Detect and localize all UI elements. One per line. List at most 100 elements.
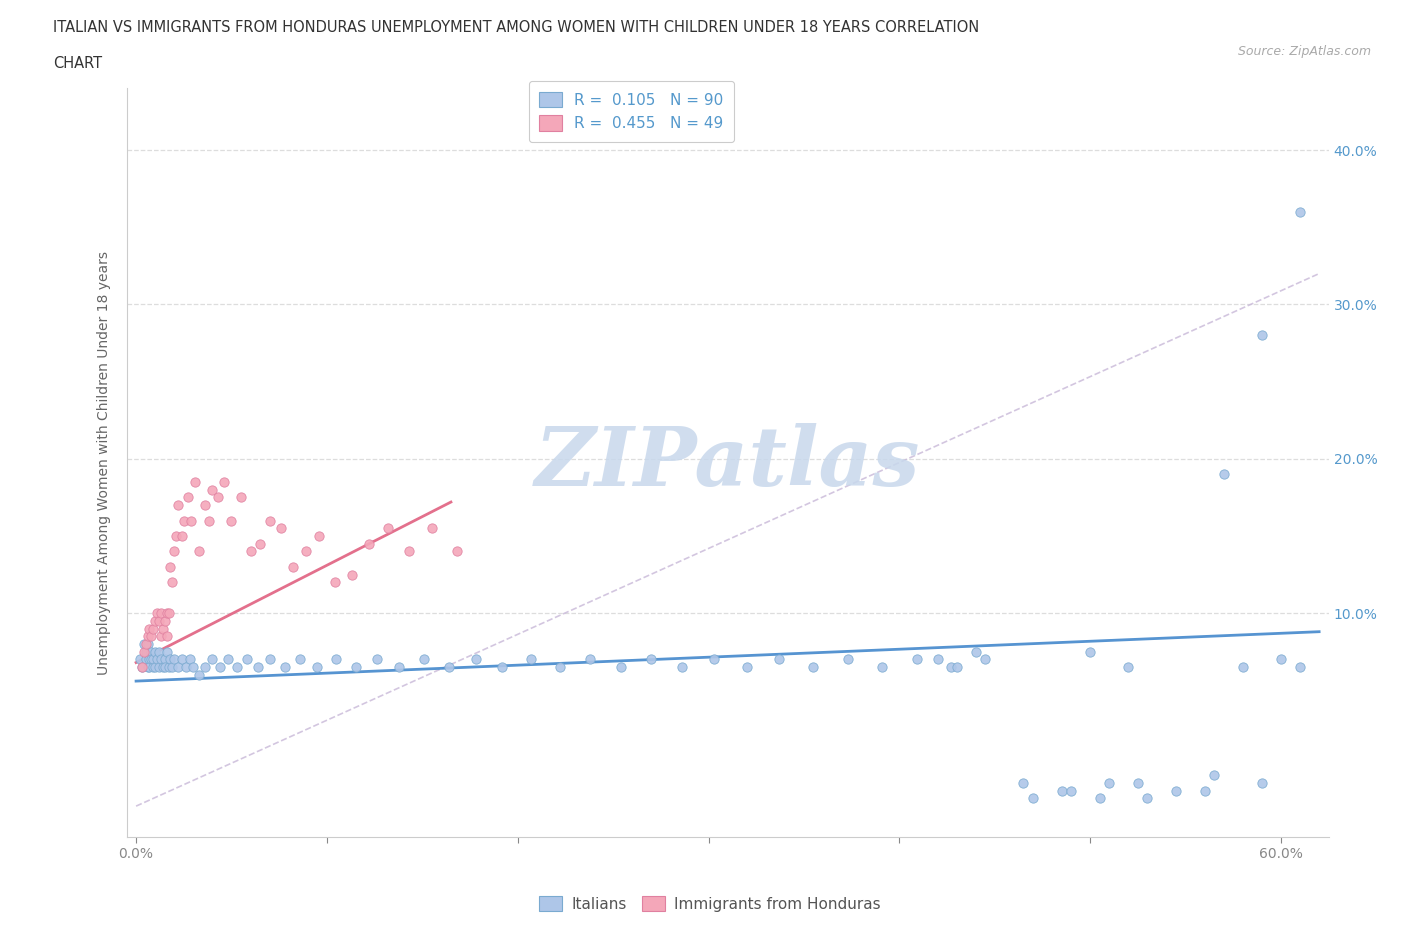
Point <box>141 629 163 644</box>
Point <box>1250 776 1272 790</box>
Point <box>281 560 304 575</box>
Point <box>135 637 157 652</box>
Point <box>149 652 172 667</box>
Point <box>945 659 967 674</box>
Point <box>165 528 187 543</box>
Point <box>1088 791 1111 806</box>
Point <box>344 659 367 674</box>
Point <box>207 490 229 505</box>
Point <box>1126 776 1149 790</box>
Point <box>197 513 219 528</box>
Point <box>143 659 166 674</box>
Y-axis label: Unemployment Among Women with Children Under 18 years: Unemployment Among Women with Children U… <box>97 251 111 674</box>
Point <box>905 652 928 667</box>
Point <box>579 652 602 667</box>
Point <box>1204 768 1226 783</box>
Point <box>340 567 363 582</box>
Legend: R =  0.105   N = 90, R =  0.455   N = 49: R = 0.105 N = 90, R = 0.455 N = 49 <box>529 81 734 142</box>
Point <box>235 652 259 667</box>
Point <box>1289 205 1312 219</box>
Point <box>1212 467 1234 482</box>
Point <box>1116 659 1139 674</box>
Point <box>138 652 160 667</box>
Point <box>142 621 165 636</box>
Point <box>1250 328 1272 343</box>
Point <box>159 652 181 667</box>
Point <box>388 659 411 674</box>
Point <box>149 605 172 620</box>
Point <box>1050 783 1073 798</box>
Point <box>735 659 758 674</box>
Point <box>974 652 997 667</box>
Point <box>239 544 262 559</box>
Point <box>194 498 217 512</box>
Point <box>146 605 169 620</box>
Point <box>703 652 725 667</box>
Point <box>143 614 166 629</box>
Point <box>149 629 172 644</box>
Point <box>201 483 224 498</box>
Point <box>1194 783 1216 798</box>
Point <box>157 659 180 674</box>
Point <box>229 490 252 505</box>
Point <box>398 544 420 559</box>
Point <box>1270 652 1292 667</box>
Point <box>446 544 468 559</box>
Point <box>132 637 155 652</box>
Point <box>153 614 176 629</box>
Point <box>155 605 177 620</box>
Point <box>129 652 152 667</box>
Point <box>163 652 186 667</box>
Point <box>259 652 281 667</box>
Point <box>1098 776 1121 790</box>
Point <box>1078 644 1101 659</box>
Point <box>295 544 318 559</box>
Point <box>1012 776 1035 790</box>
Point <box>221 513 243 528</box>
Point <box>413 652 436 667</box>
Point <box>153 652 176 667</box>
Text: ITALIAN VS IMMIGRANTS FROM HONDURAS UNEMPLOYMENT AMONG WOMEN WITH CHILDREN UNDER: ITALIAN VS IMMIGRANTS FROM HONDURAS UNEM… <box>53 20 980 35</box>
Point <box>927 652 949 667</box>
Point <box>870 659 893 674</box>
Legend: Italians, Immigrants from Honduras: Italians, Immigrants from Honduras <box>533 889 887 918</box>
Point <box>131 659 153 674</box>
Point <box>132 644 155 659</box>
Text: CHART: CHART <box>53 56 103 71</box>
Point <box>274 659 297 674</box>
Text: ZIPatlas: ZIPatlas <box>534 422 921 503</box>
Point <box>180 513 202 528</box>
Point <box>136 629 159 644</box>
Point <box>188 544 211 559</box>
Point <box>167 659 190 674</box>
Point <box>837 652 859 667</box>
Point <box>201 652 224 667</box>
Point <box>965 644 987 659</box>
Point <box>131 659 153 674</box>
Point <box>170 528 193 543</box>
Point <box>609 659 631 674</box>
Point <box>170 652 193 667</box>
Point <box>163 544 186 559</box>
Point <box>366 652 388 667</box>
Point <box>135 644 157 659</box>
Point <box>136 659 159 674</box>
Point <box>138 659 160 674</box>
Point <box>548 659 571 674</box>
Point <box>155 629 177 644</box>
Point <box>176 490 198 505</box>
Point <box>152 621 174 636</box>
Point <box>1232 659 1254 674</box>
Point <box>308 528 330 543</box>
Point <box>288 652 311 667</box>
Point <box>148 644 170 659</box>
Point <box>464 652 486 667</box>
Point <box>167 498 190 512</box>
Point <box>141 644 163 659</box>
Point <box>174 659 197 674</box>
Point <box>226 659 249 674</box>
Point <box>173 513 195 528</box>
Point <box>640 652 662 667</box>
Point <box>212 474 235 489</box>
Point <box>152 659 174 674</box>
